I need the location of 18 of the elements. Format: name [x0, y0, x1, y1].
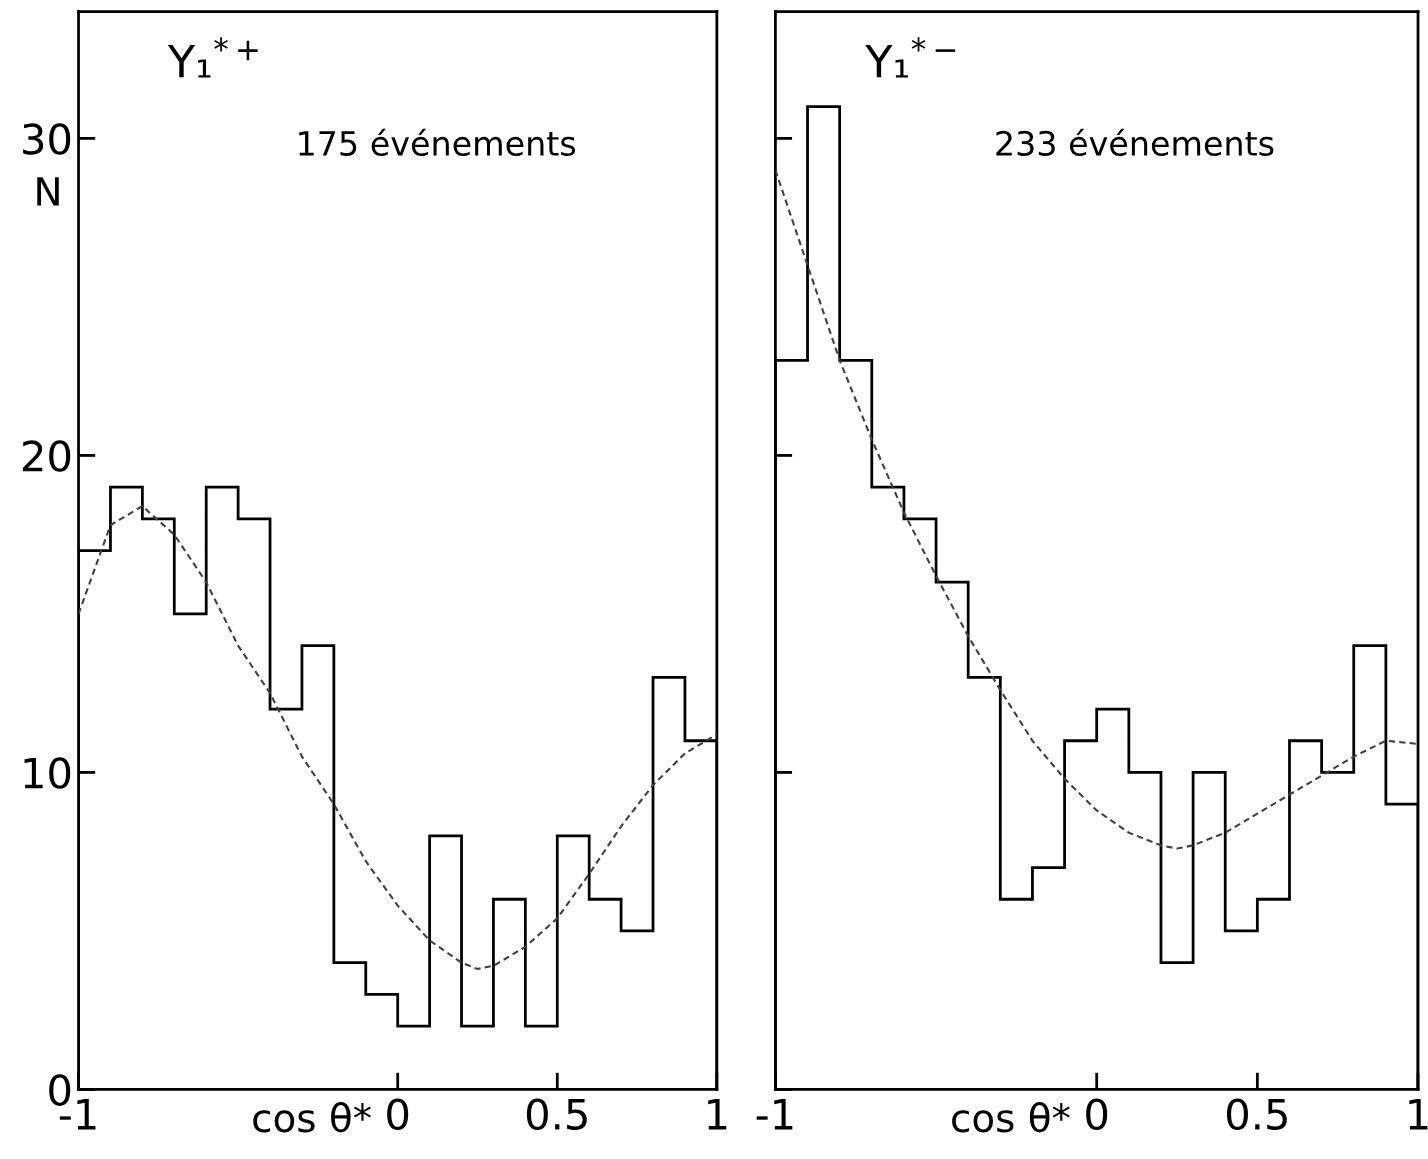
line-series	[78, 505, 717, 971]
y-tick-label: 20	[23, 440, 71, 472]
x-axis-title: cos θ*	[952, 1102, 1070, 1133]
x-axis-title: cos θ*	[253, 1102, 371, 1133]
x-tick-label: 1	[708, 1099, 727, 1130]
text: Y₁$^{*+}$	[167, 37, 258, 78]
y-axis-title: N	[37, 177, 59, 206]
x-tick-label: 0.5	[1226, 1098, 1287, 1131]
x-tick-label: 1	[1409, 1099, 1428, 1130]
x-tick-label: 0.5	[526, 1098, 587, 1131]
text: 233 événements	[996, 128, 1274, 156]
x-tick-label: -1	[756, 1099, 793, 1130]
x-tick-label: 0	[1086, 1098, 1108, 1131]
y-tick-label: 30	[23, 123, 71, 155]
y-tick-label: 10	[24, 757, 71, 789]
x-tick-label: 0	[387, 1098, 409, 1131]
text: 175 événements	[299, 128, 576, 156]
text: Y₁$^{*−}$	[865, 37, 956, 78]
